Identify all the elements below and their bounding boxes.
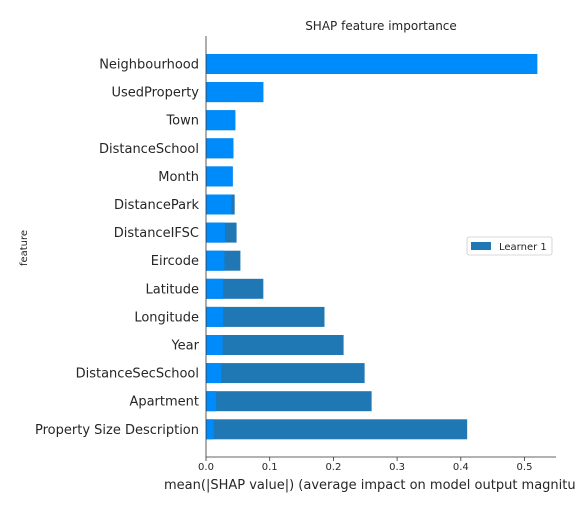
y-tick-labels: Neighbourhood UsedProperty Town DistanceSch…: [35, 58, 200, 438]
x-tick-label-2: 0.2: [325, 462, 341, 473]
y-tick-label-6: DistanceIFSC: [114, 226, 199, 241]
y-tick-label-11: DistanceSecSchool: [76, 367, 199, 382]
bar-total-9: [206, 306, 224, 327]
y-tick-label-3: DistanceSchool: [99, 142, 199, 157]
bar-total-0: [206, 54, 538, 74]
bar-total-2: [206, 110, 236, 131]
y-tick-label-5: DistancePark: [114, 198, 199, 213]
x-ticks: 0.0 0.1 0.2 0.3 0.4 0.5: [198, 457, 532, 473]
bar-total-8: [206, 278, 224, 299]
x-tick-label-1: 0.1: [262, 462, 278, 473]
x-axis-label: mean(|SHAP value|) (average impact on mo…: [164, 478, 576, 493]
x-tick-label-4: 0.4: [453, 462, 469, 473]
bars-group: [206, 54, 538, 440]
bar-learner-13: [206, 419, 468, 440]
bar-total-1: [206, 82, 264, 103]
x-tick-label-5: 0.5: [517, 462, 533, 473]
y-tick-label-10: Year: [170, 339, 199, 354]
bar-total-6: [206, 222, 226, 243]
y-tick-label-4: Month: [158, 170, 199, 185]
bar-learner-11: [206, 363, 365, 384]
y-tick-label-12: Apartment: [129, 395, 199, 410]
y-tick-label-7: Eircode: [151, 254, 199, 269]
bar-total-10: [206, 335, 223, 355]
y-tick-label-9: Longitude: [134, 310, 199, 325]
y-axis-label: feature: [19, 230, 30, 266]
x-tick-label-3: 0.3: [389, 462, 405, 473]
bar-learner-9: [206, 306, 325, 327]
x-tick-label-0: 0.0: [198, 462, 214, 473]
y-tick-label-13: Property Size Description: [35, 423, 199, 438]
bar-total-5: [206, 194, 232, 215]
legend-label: Learner 1: [499, 242, 547, 253]
bar-learner-10: [206, 335, 344, 355]
y-tick-label-2: Town: [165, 114, 199, 129]
y-tick-label-1: UsedProperty: [111, 86, 199, 101]
legend-box: [466, 236, 553, 256]
bar-total-13: [206, 419, 214, 440]
chart-title: SHAP feature importance: [305, 19, 457, 33]
legend-swatch: [471, 242, 491, 250]
bar-total-11: [206, 363, 222, 384]
y-tick-label-8: Latitude: [145, 282, 199, 297]
bar-total-4: [206, 166, 233, 187]
bar-total-12: [206, 391, 217, 412]
legend: Learner 1: [466, 236, 553, 256]
bar-total-7: [206, 250, 225, 271]
y-tick-label-0: Neighbourhood: [99, 58, 199, 73]
bar-total-3: [206, 138, 234, 159]
bar-learner-12: [206, 391, 372, 412]
